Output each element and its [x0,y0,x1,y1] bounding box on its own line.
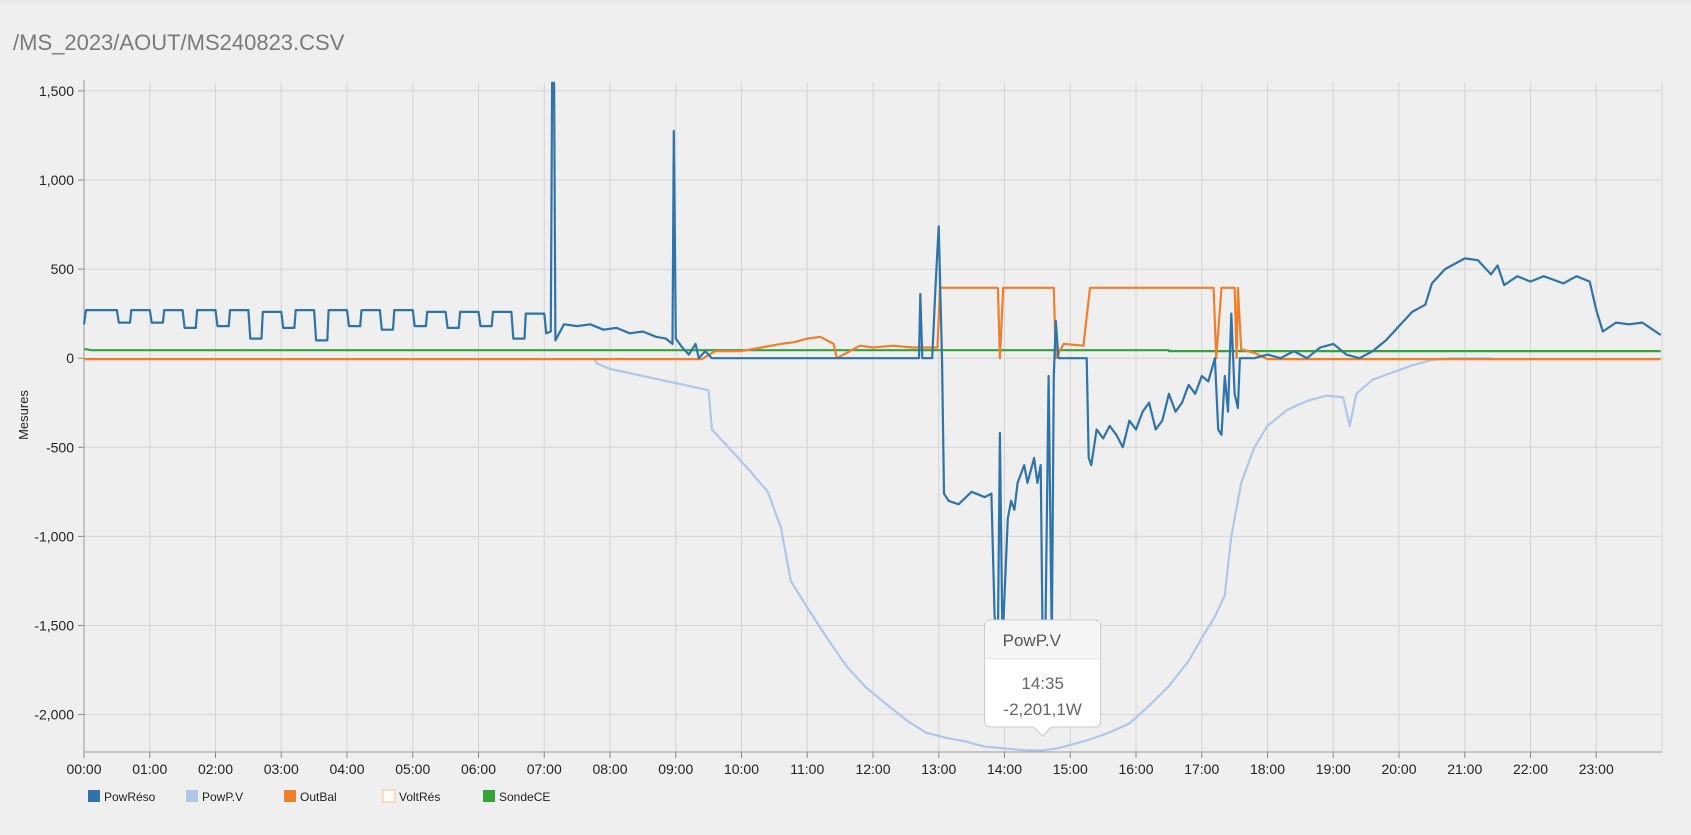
legend-swatch[interactable] [483,790,495,802]
x-tick-label: 10:00 [724,761,759,777]
series-line-powp-v[interactable] [592,357,1491,752]
x-tick-label: 11:00 [790,761,824,777]
x-tick-label: 09:00 [658,761,693,777]
x-tick-label: 17:00 [1184,761,1219,777]
x-tick-label: 08:00 [592,761,627,777]
x-tick-label: 06:00 [461,761,496,777]
x-tick-label: 20:00 [1381,761,1416,777]
series-lines [82,81,1662,752]
tooltip: PowP.V 14:35 -2,201,1W [984,619,1102,737]
y-tick-label: 0 [66,350,74,366]
legend-label[interactable]: SondeCE [499,790,550,804]
legend-swatch[interactable] [88,790,100,802]
y-tick-label: -1,500 [34,617,74,633]
tooltip-time: 14:35 [1021,674,1064,693]
x-tick-label: 19:00 [1316,761,1351,777]
tooltip-header [985,621,1100,659]
series-line-sondece[interactable] [84,348,1661,353]
x-tick-label: 01:00 [132,761,167,777]
y-tick-label: -500 [46,439,74,455]
x-tick-label: 21:00 [1447,761,1482,777]
y-tick-label: 1,000 [39,172,74,188]
file-path-title: /MS_2023/AOUT/MS240823.CSV [13,30,345,55]
x-tick-label: 07:00 [527,761,562,777]
tooltip-value: -2,201,1W [1003,700,1081,719]
legend-label[interactable]: PowRéso [104,790,156,804]
x-tick-label: 16:00 [1118,761,1153,777]
legend-swatch[interactable] [382,789,396,803]
x-tick-label: 22:00 [1513,761,1548,777]
x-tick-label: 03:00 [264,761,299,777]
top-bar [0,0,1691,8]
y-tick-label: 500 [51,261,75,277]
x-tick-label: 02:00 [198,761,233,777]
tooltip-series-name: PowP.V [1003,631,1062,650]
x-tick-label: 18:00 [1250,761,1285,777]
y-tick-label: -2,000 [34,707,74,723]
y-axis-title: Mesures [16,390,31,440]
x-tick-label: 00:00 [66,761,101,777]
y-tick-label: 1,500 [39,83,74,99]
legend: PowRéso PowP.V OutBal VoltRés SondeCE [88,789,550,804]
legend-swatch[interactable] [284,790,296,802]
grid-lines [83,82,1663,752]
legend-label[interactable]: PowP.V [202,790,243,804]
x-tick-label: 13:00 [921,761,956,777]
axes: 1,500 1,000 500 0 -500 -1,000 -1,500 -2,000 00:0… [16,80,1662,777]
legend-label[interactable]: VoltRés [399,790,440,804]
series-line-powr-so[interactable] [82,81,1662,645]
legend-label[interactable]: OutBal [300,790,337,804]
legend-swatch[interactable] [186,790,198,802]
series-line-outbal[interactable] [84,286,1661,361]
x-tick-label: 23:00 [1579,761,1614,777]
y-tick-label: -1,000 [34,528,74,544]
x-tick-label: 14:00 [987,761,1022,777]
x-tick-label: 05:00 [395,761,430,777]
x-tick-label: 04:00 [329,761,364,777]
x-tick-label: 15:00 [1053,761,1088,777]
x-tick-label: 12:00 [855,761,890,777]
